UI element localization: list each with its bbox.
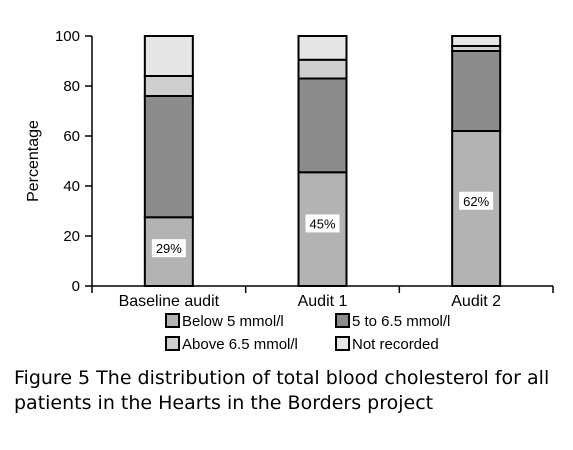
bar-segment: [297, 35, 348, 61]
y-axis-label: Percentage: [25, 120, 42, 202]
figure-caption: Figure 5 The distribution of total blood…: [14, 367, 550, 414]
data-label: 45%: [309, 216, 335, 231]
data-label: 62%: [463, 194, 489, 209]
legend-label: Above 6.5 mmol/l: [182, 336, 298, 353]
legend-label: Not recorded: [352, 336, 439, 353]
data-label-box: [151, 239, 186, 258]
legend-swatch: [335, 336, 350, 351]
bar-segment: [143, 95, 194, 219]
x-tick-label: Audit 2: [451, 293, 501, 310]
y-tick-label: 80: [63, 78, 80, 95]
bar-segment: [297, 58, 348, 80]
y-tick-label: 20: [63, 228, 80, 245]
stacked-bar-chart: 0 20 40 60 80 100 Percentage Baseline audit Audi…: [25, 28, 554, 353]
bar-segment: [451, 35, 502, 47]
x-tick-label: Baseline audit: [119, 293, 220, 310]
axes: 0 20 40 60 80 100 Percentage Baseline audit Audi…: [25, 28, 554, 310]
y-tick-label: 60: [63, 128, 80, 145]
legend-swatch: [165, 336, 180, 351]
bar-segment: [451, 50, 502, 132]
data-label-box: [305, 214, 340, 233]
legend-swatch: [165, 313, 180, 328]
x-tick-label: Audit 1: [298, 293, 348, 310]
data-label-box: [459, 191, 494, 210]
bar-segment: [297, 77, 348, 174]
y-tick-label: 0: [72, 278, 80, 295]
legend-swatch: [335, 313, 350, 328]
y-tick-label: 40: [63, 178, 80, 195]
bar-segment: [143, 35, 194, 77]
bars: 29% 45% 62%: [143, 35, 502, 287]
legend-label: Below 5 mmol/l: [182, 313, 284, 330]
data-label: 29%: [156, 241, 182, 256]
legend-label: 5 to 6.5 mmol/l: [352, 313, 450, 330]
y-tick-label: 100: [55, 28, 80, 45]
legend: Below 5 mmol/l 5 to 6.5 mmol/l Above 6.5 m…: [165, 313, 450, 353]
bar-segment: [143, 75, 194, 97]
